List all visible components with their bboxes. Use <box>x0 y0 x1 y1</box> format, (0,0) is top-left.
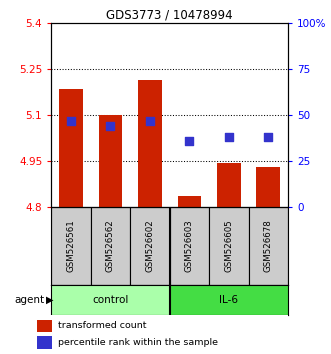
Point <box>226 134 231 140</box>
Text: GSM526603: GSM526603 <box>185 219 194 273</box>
Point <box>108 123 113 129</box>
Bar <box>169 207 209 285</box>
Text: ▶: ▶ <box>46 295 53 305</box>
Text: GSM526562: GSM526562 <box>106 219 115 273</box>
Bar <box>217 162 241 207</box>
Text: percentile rank within the sample: percentile rank within the sample <box>58 338 217 347</box>
Bar <box>177 196 201 207</box>
Bar <box>257 167 280 207</box>
Bar <box>37 320 53 332</box>
Text: GSM526561: GSM526561 <box>67 219 75 273</box>
Title: GDS3773 / 10478994: GDS3773 / 10478994 <box>106 9 233 22</box>
Bar <box>130 207 169 285</box>
Bar <box>37 336 53 349</box>
Text: IL-6: IL-6 <box>219 295 238 305</box>
Text: GSM526678: GSM526678 <box>264 219 273 273</box>
Text: agent: agent <box>15 295 45 305</box>
Bar <box>51 207 91 285</box>
Text: control: control <box>92 295 129 305</box>
Point <box>147 118 153 124</box>
Bar <box>169 285 288 315</box>
Text: GSM526602: GSM526602 <box>145 219 155 273</box>
Bar <box>138 80 162 207</box>
Bar <box>91 207 130 285</box>
Point <box>69 118 74 124</box>
Point <box>265 134 271 140</box>
Text: transformed count: transformed count <box>58 321 146 330</box>
Bar <box>59 89 83 207</box>
Text: GSM526605: GSM526605 <box>224 219 233 273</box>
Bar <box>209 207 249 285</box>
Bar <box>99 115 122 207</box>
Bar <box>249 207 288 285</box>
Bar <box>51 285 169 315</box>
Point <box>187 138 192 144</box>
